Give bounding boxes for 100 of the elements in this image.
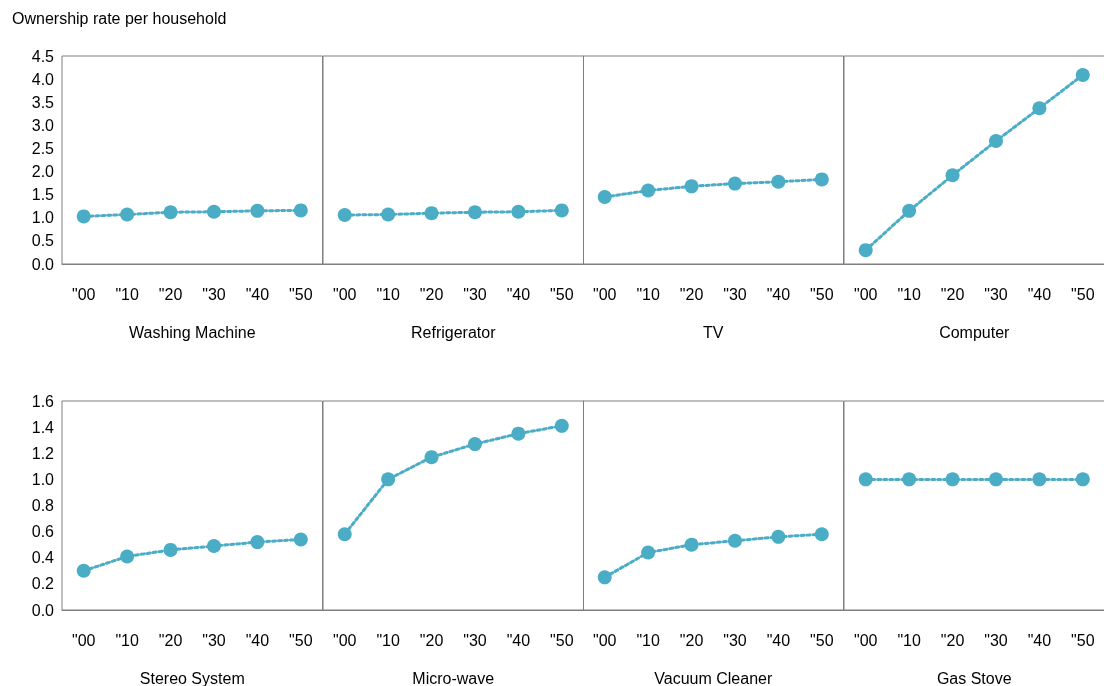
x-tick-label: "50 [1070,631,1095,649]
x-tick-label: "30 [983,631,1008,649]
point [727,533,742,548]
y-tick-label: 2.0 [31,163,55,181]
x-tick-label: "10 [636,631,660,649]
x-tick-label: "20 [940,631,964,649]
x-axis-title: Refrigerator [410,323,496,341]
y-tick-label: 4.0 [31,70,55,88]
x-tick-label: "00 [332,285,357,303]
x-axis-title: Washing Machine [128,323,256,341]
x-tick-label: "40 [1027,285,1051,303]
point [988,134,1003,149]
point [424,450,439,465]
point [1031,101,1046,116]
x-tick-label: "00 [592,285,617,303]
x-axis-title: Computer [938,323,1010,341]
y-tick-label: 4.5 [31,47,55,65]
point [901,203,916,218]
x-tick-label: "20 [679,631,704,649]
y-tick-label: 0.0 [31,255,55,273]
y-tick-label: 0.8 [31,497,55,514]
point [510,426,525,441]
point [771,529,786,544]
point [163,205,178,220]
x-tick-label: "50 [289,285,313,303]
point [206,204,221,219]
y-tick-label: 1.0 [31,209,55,227]
point [163,542,178,557]
x-tick-label: "00 [853,285,878,303]
point [771,174,786,189]
point [858,243,873,258]
point [727,176,742,191]
x-tick-label: "20 [679,285,704,303]
x-tick-label: "50 [810,285,834,303]
x-tick-label: "50 [1070,285,1095,303]
y-tick-label: 3.5 [31,93,55,111]
point [250,535,265,550]
point [250,203,265,218]
x-tick-label: "00 [853,631,878,649]
x-tick-label: "40 [245,285,270,303]
y-tick-label: 0.6 [31,523,55,541]
x-tick-label: "30 [723,631,747,649]
point [684,537,699,552]
x-tick-label: "40 [506,285,530,303]
point [597,189,612,204]
y-tick-label: 1.6 [31,392,55,410]
point [293,203,308,218]
x-tick-label: "20 [940,285,964,303]
point [814,527,829,542]
x-tick-label: "00 [592,631,617,649]
x-tick-label: "50 [549,285,574,303]
x-tick-label: "30 [983,285,1008,303]
y-tick-label: 1.5 [31,186,55,204]
y-tick-label: 0.2 [31,575,55,593]
x-tick-label: "10 [115,631,139,649]
x-tick-label: "10 [115,285,139,303]
x-tick-label: "20 [158,631,183,649]
x-tick-label: "50 [810,631,834,649]
point [76,563,91,578]
x-tick-label: "20 [419,285,443,303]
x-tick-label: "40 [506,631,530,649]
x-tick-label: "10 [375,285,400,303]
point [467,437,482,452]
y-axis-title: Ownership rate per household [12,9,227,27]
y-tick-label: 0.4 [31,549,55,567]
point [554,418,569,433]
x-axis-title: Vacuum Cleaner [654,669,773,686]
y-tick-label: 1.2 [31,444,55,462]
x-tick-label: "10 [375,631,400,649]
y-tick-label: 2.5 [31,139,55,157]
point [120,549,135,564]
x-axis-title: Micro-wave [411,669,494,686]
point [1075,67,1090,82]
y-tick-label: 0.5 [31,232,55,250]
y-tick-label: 3.0 [31,116,55,134]
x-tick-label: "10 [896,631,921,649]
point [120,207,135,222]
x-tick-label: "40 [1027,631,1051,649]
x-tick-label: "30 [462,285,487,303]
x-tick-label: "30 [202,285,226,303]
x-tick-label: "40 [766,631,791,649]
point [597,570,612,585]
x-axis-title: Stereo System [139,669,245,686]
x-tick-label: "40 [766,285,791,303]
x-tick-label: "10 [636,285,660,303]
point [684,179,699,194]
x-tick-label: "00 [71,631,96,649]
point [641,545,656,560]
y-tick-label: 0.0 [31,601,55,619]
x-axis-title: Gas Stove [936,669,1012,686]
x-tick-label: "20 [419,631,443,649]
x-tick-label: "10 [896,285,921,303]
point [641,183,656,198]
point [76,209,91,224]
x-tick-label: "50 [549,631,574,649]
x-tick-label: "30 [723,285,747,303]
point [293,532,308,547]
point [337,527,352,542]
x-tick-label: "30 [462,631,487,649]
x-tick-label: "00 [71,285,96,303]
